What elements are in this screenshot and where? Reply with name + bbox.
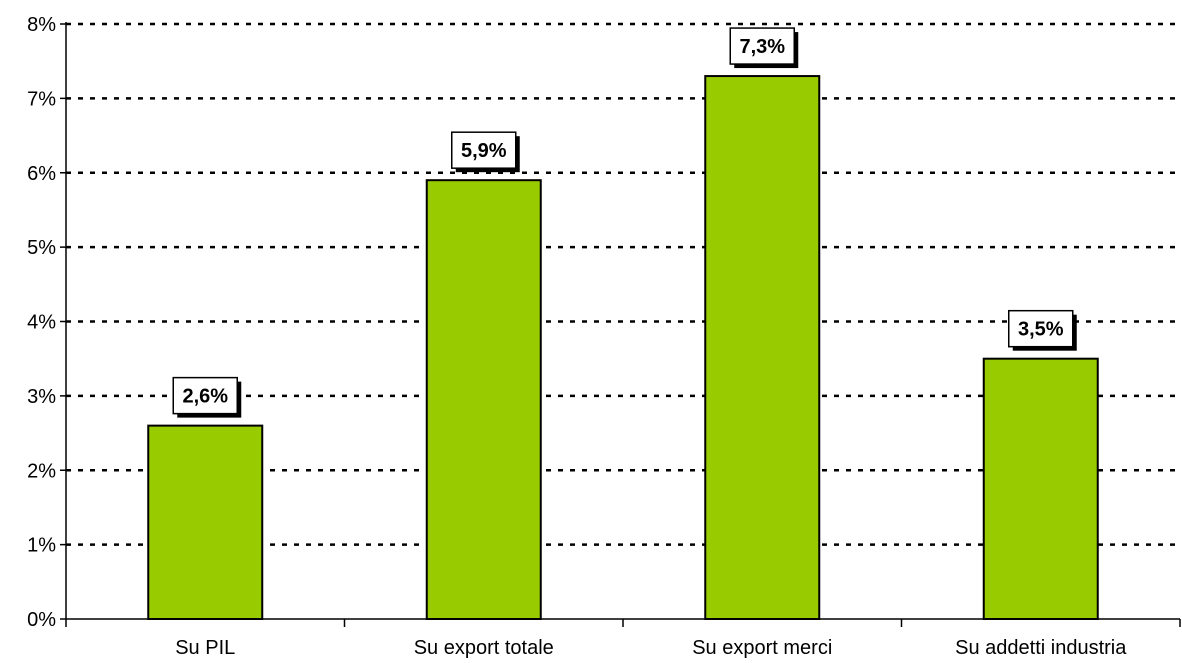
- data-label-box: [172, 376, 238, 415]
- data-label-box: [1008, 309, 1074, 348]
- data-label-text: 3,5%: [1018, 319, 1064, 341]
- y-tick-label: 5%: [27, 237, 56, 259]
- category-label: Su export merci: [692, 637, 832, 659]
- y-tick-label: 6%: [27, 163, 56, 185]
- bar: [147, 424, 264, 620]
- bars: [147, 75, 1099, 620]
- y-tick-label: 0%: [27, 609, 56, 631]
- y-tick-label: 4%: [27, 312, 56, 334]
- y-tick-label: 3%: [27, 386, 56, 408]
- y-tick-label: 2%: [27, 460, 56, 482]
- category-label: Su PIL: [175, 637, 235, 659]
- y-tick-label: 8%: [27, 14, 56, 36]
- data-label: 7,3%: [729, 27, 799, 69]
- y-tick-label: 1%: [27, 535, 56, 557]
- labels: 0% 1% 2% 3% 4% 5% 6% 7% 8% Su PIL 2,6% Su export to…: [27, 14, 1127, 659]
- category-label: Su addetti industria: [955, 637, 1127, 659]
- data-label-box: [729, 27, 795, 65]
- bar: [982, 357, 1099, 620]
- data-label-text: 5,9%: [461, 140, 507, 162]
- data-label: 2,6%: [172, 376, 242, 418]
- data-label: 3,5%: [1008, 309, 1077, 351]
- y-tick-label: 7%: [27, 88, 56, 110]
- category-label: Su export totale: [414, 637, 554, 659]
- data-label-text: 2,6%: [182, 386, 228, 408]
- bar: [425, 179, 542, 620]
- data-label: 5,9%: [451, 131, 520, 173]
- data-label-text: 7,3%: [739, 36, 785, 58]
- data-label-box: [451, 131, 517, 169]
- bar: [704, 75, 821, 620]
